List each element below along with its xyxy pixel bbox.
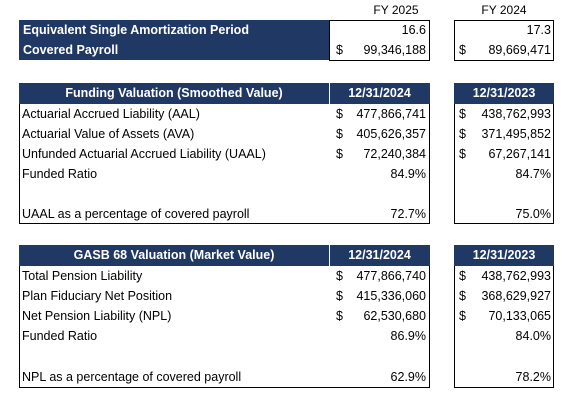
funding-value-2024: 72,240,384: [363, 147, 426, 161]
funding-prior-header-band: [454, 83, 554, 104]
payroll-fy2025: 99,346,188: [363, 43, 426, 57]
gasb-value-2023: 84.0%: [515, 329, 551, 343]
gasb-col-2024: 12/31/2024: [348, 248, 411, 262]
gasb68-valuation-section: GASB 68 Valuation (Market Value) 12/31/2…: [0, 245, 567, 390]
dollar-sign: $: [336, 269, 343, 283]
funding-row-label: Funded Ratio: [22, 167, 98, 181]
gasb-row: NPL as a percentage of covered payroll 6…: [0, 367, 567, 387]
dollar-sign: $: [459, 269, 466, 283]
summary-label-block: [19, 20, 329, 60]
gasb-row-label: Funded Ratio: [22, 329, 98, 343]
funding-value-2023: 371,495,852: [481, 127, 551, 141]
dollar-sign: $: [459, 147, 466, 161]
funding-header-band: [19, 83, 430, 104]
payroll-fy2024: 89,669,471: [488, 43, 551, 57]
amortization-fy2025: 16.6: [401, 23, 426, 37]
funding-value-2023: 75.0%: [515, 207, 551, 221]
funding-row: Actuarial Accrued Liability (AAL) $ 477,…: [0, 104, 567, 124]
covered-payroll-label: Covered Payroll: [23, 43, 119, 57]
gasb-value-2024: 62,530,680: [363, 309, 426, 323]
funding-value-2024: 72.7%: [390, 207, 426, 221]
dollar-sign: $: [336, 147, 343, 161]
fy2024-value-box: [454, 20, 554, 61]
funding-value-2023: 84.7%: [515, 167, 551, 181]
dollar-sign: $: [459, 107, 466, 121]
dollar-sign: $: [459, 127, 466, 141]
funding-value-2023: 438,762,993: [481, 107, 551, 121]
gasb-row: Funded Ratio 86.9% 84.0%: [0, 326, 567, 346]
amortization-fy2024: 17.3: [526, 23, 551, 37]
amortization-period-label: Equivalent Single Amortization Period: [23, 23, 249, 37]
payroll-fy2025-dollar: $: [336, 43, 343, 57]
gasb-value-2024: 477,866,740: [356, 269, 426, 283]
gasb-row: Net Pension Liability (NPL) $ 62,530,680…: [0, 306, 567, 326]
gasb-value-2023: 78.2%: [515, 370, 551, 384]
funding-row-label: Actuarial Value of Assets (AVA): [22, 127, 195, 141]
payroll-fy2024-dollar: $: [459, 43, 466, 57]
summary-section: FY 2025 FY 2024 Equivalent Single Amorti…: [0, 0, 567, 62]
funding-row: Actuarial Value of Assets (AVA) $ 405,62…: [0, 124, 567, 144]
funding-title: Funding Valuation (Smoothed Value): [65, 86, 283, 100]
fy2025-header: FY 2025: [373, 3, 419, 17]
gasb-row: Plan Fiduciary Net Position $ 415,336,06…: [0, 286, 567, 306]
funding-col-2024: 12/31/2024: [348, 86, 411, 100]
gasb-row-label: NPL as a percentage of covered payroll: [22, 370, 242, 384]
dollar-sign: $: [336, 127, 343, 141]
gasb-col-2023: 12/31/2023: [472, 248, 536, 262]
funding-row: Funded Ratio 84.9% 84.7%: [0, 164, 567, 184]
gasb-value-2024: 62.9%: [390, 370, 426, 384]
funding-value-2024: 405,626,357: [356, 127, 426, 141]
funding-row: UAAL as a percentage of covered payroll …: [0, 204, 567, 224]
gasb-row-label: Net Pension Liability (NPL): [22, 309, 172, 323]
funding-row-label: UAAL as a percentage of covered payroll: [22, 207, 250, 221]
gasb-value-2023: 438,762,993: [481, 269, 551, 283]
funding-value-2024: 477,866,741: [356, 107, 426, 121]
dollar-sign: $: [336, 107, 343, 121]
dollar-sign: $: [336, 309, 343, 323]
funding-row-label: Actuarial Accrued Liability (AAL): [22, 107, 200, 121]
gasb-title: GASB 68 Valuation (Market Value): [73, 248, 275, 262]
funding-header-divider: [329, 83, 330, 104]
gasb-row-label: Plan Fiduciary Net Position: [22, 289, 173, 303]
funding-value-2024: 84.9%: [390, 167, 426, 181]
dollar-sign: $: [459, 309, 466, 323]
gasb-value-2023: 70,133,065: [488, 309, 551, 323]
fy2025-value-box: [329, 20, 430, 61]
fy2024-header: FY 2024: [481, 3, 527, 17]
gasb-value-2023: 368,629,927: [481, 289, 551, 303]
funding-row-label: Unfunded Actuarial Accrued Liability (UA…: [22, 147, 266, 161]
dollar-sign: $: [336, 289, 343, 303]
funding-row: Unfunded Actuarial Accrued Liability (UA…: [0, 144, 567, 164]
gasb-value-2024: 86.9%: [390, 329, 426, 343]
gasb-row-label: Total Pension Liability: [22, 269, 143, 283]
gasb-header-divider: [329, 245, 330, 266]
funding-col-2023: 12/31/2023: [472, 86, 536, 100]
gasb-header-band: [19, 245, 430, 266]
gasb-prior-header-band: [454, 245, 554, 266]
funding-valuation-section: Funding Valuation (Smoothed Value) 12/31…: [0, 83, 567, 225]
funding-value-2023: 67,267,141: [488, 147, 551, 161]
gasb-value-2024: 415,336,060: [356, 289, 426, 303]
dollar-sign: $: [459, 289, 466, 303]
gasb-row: Total Pension Liability $ 477,866,740 $ …: [0, 266, 567, 286]
